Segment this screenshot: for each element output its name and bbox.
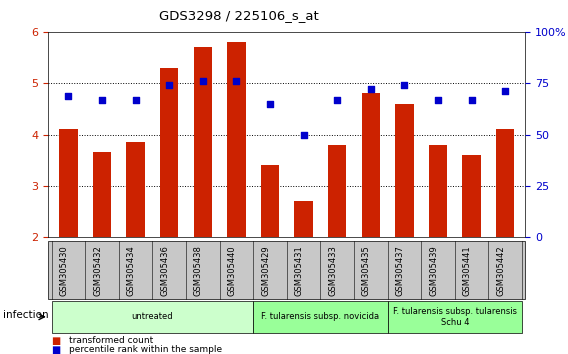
Text: GSM305438: GSM305438 [194,245,203,296]
Text: percentile rank within the sample: percentile rank within the sample [69,345,223,354]
Point [333,97,342,102]
Point [265,101,274,107]
Point [366,86,375,92]
Text: ■: ■ [51,336,60,346]
Bar [462,155,481,237]
Text: GSM305435: GSM305435 [362,245,371,296]
Bar [127,142,145,237]
Text: F. tularensis subsp. tularensis
Schu 4: F. tularensis subsp. tularensis Schu 4 [393,307,517,326]
Bar [194,47,212,237]
Bar [294,201,313,237]
Text: transformed count: transformed count [69,336,153,345]
Text: ■: ■ [51,345,60,354]
Point [467,97,476,102]
Text: untreated: untreated [132,312,173,321]
Text: GSM305433: GSM305433 [328,245,337,296]
Text: infection: infection [3,310,48,320]
Text: F. tularensis subsp. novicida: F. tularensis subsp. novicida [261,312,379,321]
Bar [261,165,279,237]
Point [98,97,107,102]
Bar [328,145,346,237]
Point [64,93,73,98]
Bar [59,130,78,237]
Bar [496,130,515,237]
Point [165,82,174,88]
Bar [160,68,178,237]
Text: GSM305441: GSM305441 [463,245,471,296]
Point [433,97,442,102]
Text: GSM305431: GSM305431 [295,245,304,296]
Bar [227,42,246,237]
Bar [395,104,414,237]
Text: GSM305429: GSM305429 [261,245,270,296]
Text: GSM305439: GSM305439 [429,245,438,296]
Bar [429,145,447,237]
Point [501,88,510,94]
Text: GSM305437: GSM305437 [395,245,404,296]
Point [198,78,207,84]
Text: GSM305436: GSM305436 [160,245,169,296]
Point [131,97,140,102]
Text: GSM305442: GSM305442 [496,245,506,296]
Point [299,132,308,137]
Text: GSM305434: GSM305434 [127,245,136,296]
Bar [362,93,380,237]
Point [400,82,409,88]
Text: GSM305440: GSM305440 [227,245,236,296]
Text: GSM305432: GSM305432 [93,245,102,296]
Text: GSM305430: GSM305430 [60,245,68,296]
Point [232,78,241,84]
Text: GDS3298 / 225106_s_at: GDS3298 / 225106_s_at [158,9,319,22]
Bar [93,153,111,237]
